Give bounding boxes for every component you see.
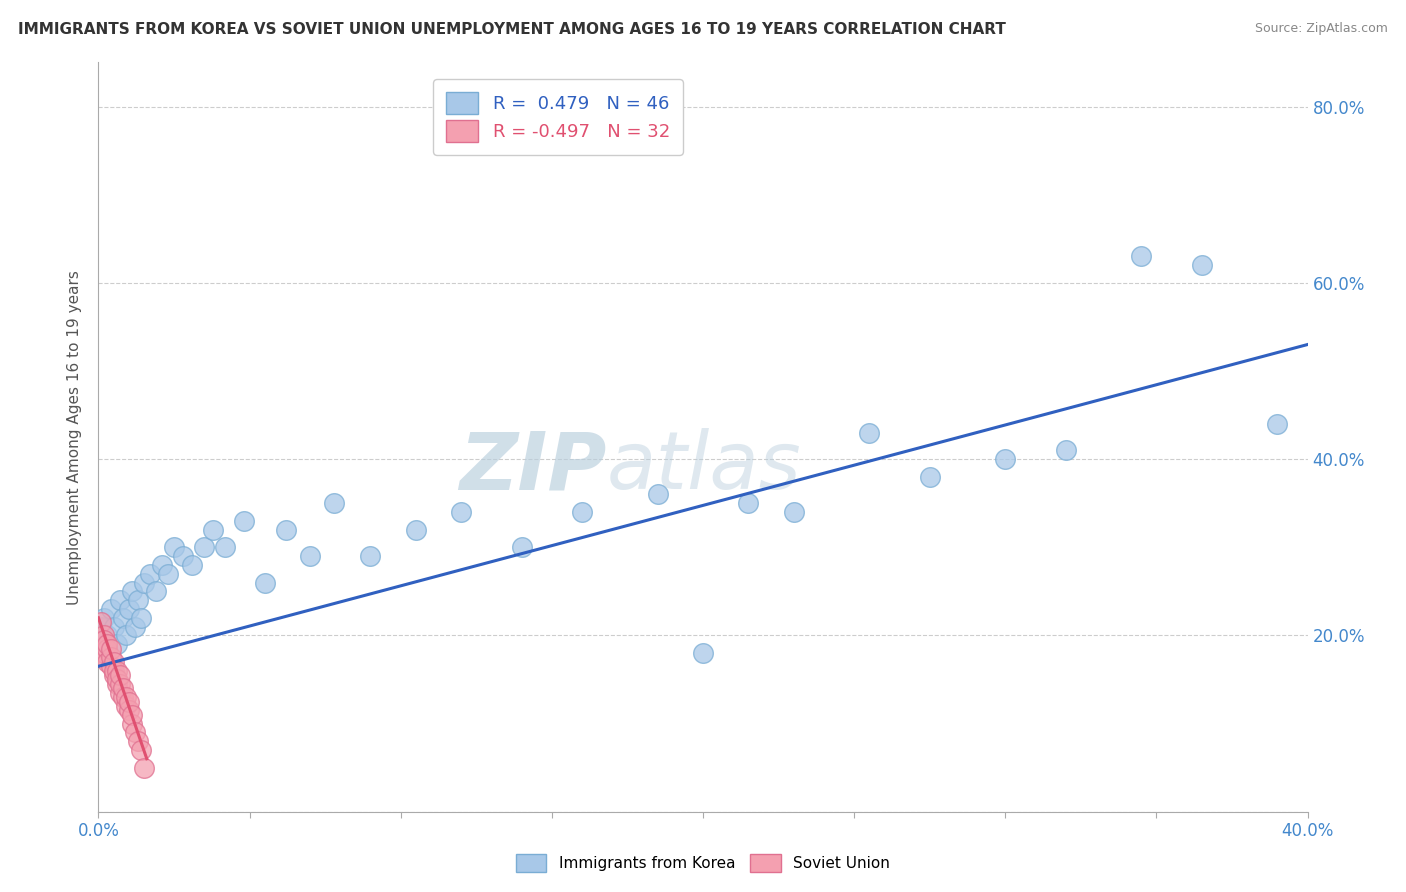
Point (93, 632, 115, 647)
Point (93, 646, 115, 660)
Point (100, 650, 122, 665)
Point (737, 496, 759, 510)
Point (111, 681, 134, 696)
Point (93, 611, 115, 625)
Point (132, 761, 155, 775)
Point (105, 637, 128, 651)
Point (1130, 249, 1153, 263)
Point (299, 549, 322, 563)
Point (127, 593, 149, 607)
Point (108, 593, 131, 607)
Point (108, 686, 131, 700)
Point (1267, 417, 1289, 431)
Point (103, 668, 125, 682)
Point (124, 725, 146, 739)
Point (918, 469, 941, 483)
Point (96, 628, 118, 642)
Point (90, 615, 112, 630)
Point (1191, 258, 1213, 272)
Text: Source: ZipAtlas.com: Source: ZipAtlas.com (1254, 22, 1388, 36)
Point (121, 716, 143, 731)
Point (132, 575, 155, 590)
Point (100, 659, 122, 673)
Point (858, 425, 880, 440)
Point (450, 505, 472, 519)
Point (405, 523, 427, 537)
Point (90, 650, 112, 665)
Text: IMMIGRANTS FROM KOREA VS SOVIET UNION UNEMPLOYMENT AMONG AGES 16 TO 19 YEARS COR: IMMIGRANTS FROM KOREA VS SOVIET UNION UN… (18, 22, 1007, 37)
Point (103, 619, 125, 633)
Point (118, 703, 141, 717)
Point (90, 619, 112, 633)
Point (105, 664, 128, 678)
Text: ZIP: ZIP (458, 428, 606, 506)
Point (994, 452, 1017, 467)
Point (1054, 443, 1077, 458)
Point (323, 496, 346, 510)
Point (114, 690, 136, 705)
Point (214, 541, 236, 555)
Point (103, 664, 125, 678)
Point (156, 566, 179, 581)
Point (127, 734, 149, 748)
Point (360, 549, 382, 563)
Point (232, 514, 254, 528)
Point (172, 549, 194, 563)
Point (118, 602, 141, 616)
Point (100, 641, 122, 656)
Text: atlas: atlas (606, 428, 801, 506)
Point (108, 668, 131, 682)
Point (96, 637, 118, 651)
Point (150, 558, 173, 572)
Point (253, 575, 276, 590)
Point (118, 694, 141, 708)
Legend: R =  0.479   N = 46, R = -0.497   N = 32: R = 0.479 N = 46, R = -0.497 N = 32 (433, 79, 683, 154)
Point (103, 655, 125, 669)
Point (647, 487, 669, 501)
Point (129, 743, 152, 757)
Legend: Immigrants from Korea, Soviet Union: Immigrants from Korea, Soviet Union (508, 846, 898, 880)
Point (783, 505, 806, 519)
Point (114, 628, 136, 642)
Point (121, 584, 143, 599)
Point (114, 698, 136, 713)
Y-axis label: Unemployment Among Ages 16 to 19 years: Unemployment Among Ages 16 to 19 years (67, 269, 83, 605)
Point (181, 558, 204, 572)
Point (274, 523, 297, 537)
Point (96, 655, 118, 669)
Point (111, 611, 134, 625)
Point (202, 523, 225, 537)
Point (105, 673, 128, 687)
Point (111, 690, 134, 705)
Point (124, 619, 146, 633)
Point (121, 707, 143, 722)
Point (100, 602, 122, 616)
Point (96, 641, 118, 656)
Point (571, 505, 593, 519)
Point (105, 677, 128, 691)
Point (145, 584, 167, 599)
Point (163, 541, 186, 555)
Point (692, 646, 714, 660)
Point (510, 541, 533, 555)
Point (93, 628, 115, 642)
Point (139, 566, 162, 581)
Point (108, 677, 131, 691)
Point (193, 541, 215, 555)
Point (129, 611, 152, 625)
